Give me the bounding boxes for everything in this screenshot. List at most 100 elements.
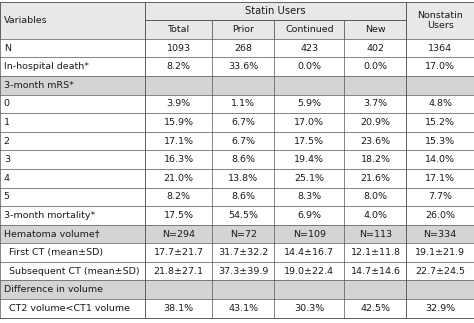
Text: 402: 402 xyxy=(366,44,384,53)
Text: Total: Total xyxy=(167,25,190,34)
Text: 5: 5 xyxy=(4,192,10,201)
Text: 15.9%: 15.9% xyxy=(164,118,193,127)
Text: 1364: 1364 xyxy=(428,44,452,53)
Text: In-hospital death*: In-hospital death* xyxy=(4,62,89,71)
Text: N: N xyxy=(4,44,11,53)
Text: 14.0%: 14.0% xyxy=(425,155,455,164)
Text: 13.8%: 13.8% xyxy=(228,174,258,183)
Text: 268: 268 xyxy=(234,44,252,53)
Text: 6.9%: 6.9% xyxy=(297,211,321,220)
Text: Variables: Variables xyxy=(4,16,47,25)
Text: 8.6%: 8.6% xyxy=(231,192,255,201)
Text: 43.1%: 43.1% xyxy=(228,304,258,313)
Bar xyxy=(145,20,212,39)
Bar xyxy=(0,206,474,225)
Text: 8.2%: 8.2% xyxy=(166,192,191,201)
Bar xyxy=(0,150,474,169)
Bar xyxy=(0,188,474,206)
Text: 6.7%: 6.7% xyxy=(231,118,255,127)
Bar xyxy=(0,2,145,39)
Text: 21.8±27.1: 21.8±27.1 xyxy=(154,267,203,276)
Text: 14.4±16.7: 14.4±16.7 xyxy=(284,248,334,257)
Text: N=109: N=109 xyxy=(293,230,326,238)
Text: Prior: Prior xyxy=(232,25,255,34)
Text: 3.7%: 3.7% xyxy=(364,99,388,109)
Text: 1.1%: 1.1% xyxy=(231,99,255,109)
Text: 8.0%: 8.0% xyxy=(364,192,387,201)
Text: Subsequent CT (mean±SD): Subsequent CT (mean±SD) xyxy=(9,267,139,276)
Text: N=72: N=72 xyxy=(230,230,257,238)
Text: 19.0±22.4: 19.0±22.4 xyxy=(284,267,334,276)
Text: 1: 1 xyxy=(4,118,10,127)
Text: Statin Users: Statin Users xyxy=(246,6,306,16)
Text: 17.0%: 17.0% xyxy=(294,118,324,127)
Text: 37.3±39.9: 37.3±39.9 xyxy=(218,267,269,276)
Text: 17.0%: 17.0% xyxy=(425,62,455,71)
Text: 4: 4 xyxy=(4,174,10,183)
Text: 30.3%: 30.3% xyxy=(294,304,325,313)
Text: 423: 423 xyxy=(301,44,319,53)
Text: 17.1%: 17.1% xyxy=(425,174,455,183)
Text: 17.1%: 17.1% xyxy=(164,137,193,146)
Text: 17.7±21.7: 17.7±21.7 xyxy=(154,248,203,257)
Bar xyxy=(0,169,474,188)
Text: 19.1±21.9: 19.1±21.9 xyxy=(415,248,465,257)
Text: 8.2%: 8.2% xyxy=(166,62,191,71)
Text: 3.9%: 3.9% xyxy=(166,99,191,109)
Text: 0.0%: 0.0% xyxy=(364,62,387,71)
Text: 5.9%: 5.9% xyxy=(297,99,321,109)
Bar xyxy=(345,20,406,39)
Text: 26.0%: 26.0% xyxy=(425,211,455,220)
Bar xyxy=(0,299,474,318)
Text: CT2 volume<CT1 volume: CT2 volume<CT1 volume xyxy=(9,304,129,313)
Text: 3-month mRS*: 3-month mRS* xyxy=(4,81,73,90)
Text: 16.3%: 16.3% xyxy=(164,155,194,164)
Bar xyxy=(0,132,474,150)
Text: Hematoma volume†: Hematoma volume† xyxy=(4,230,100,238)
Text: 54.5%: 54.5% xyxy=(228,211,258,220)
Text: 0.0%: 0.0% xyxy=(297,62,321,71)
Text: N=334: N=334 xyxy=(424,230,457,238)
Text: 12.1±11.8: 12.1±11.8 xyxy=(350,248,401,257)
Text: 25.1%: 25.1% xyxy=(294,174,324,183)
Text: 15.2%: 15.2% xyxy=(425,118,455,127)
Text: 4.8%: 4.8% xyxy=(428,99,452,109)
Text: 23.6%: 23.6% xyxy=(360,137,391,146)
Text: 38.1%: 38.1% xyxy=(164,304,194,313)
Text: 22.7±24.5: 22.7±24.5 xyxy=(415,267,465,276)
Text: 8.6%: 8.6% xyxy=(231,155,255,164)
Text: Difference in volume: Difference in volume xyxy=(4,285,103,294)
Text: 21.0%: 21.0% xyxy=(164,174,193,183)
Text: 20.9%: 20.9% xyxy=(360,118,391,127)
Text: Continued: Continued xyxy=(285,25,334,34)
Bar xyxy=(406,2,474,39)
Text: First CT (mean±SD): First CT (mean±SD) xyxy=(9,248,103,257)
Text: 3-month mortality*: 3-month mortality* xyxy=(4,211,95,220)
Text: 33.6%: 33.6% xyxy=(228,62,258,71)
Text: 4.0%: 4.0% xyxy=(364,211,387,220)
Bar xyxy=(0,76,474,95)
Bar xyxy=(145,2,406,20)
Bar xyxy=(0,113,474,132)
Text: 17.5%: 17.5% xyxy=(294,137,324,146)
Text: 15.3%: 15.3% xyxy=(425,137,456,146)
Text: 21.6%: 21.6% xyxy=(360,174,391,183)
Bar xyxy=(0,280,474,299)
Text: N=113: N=113 xyxy=(359,230,392,238)
Text: 32.9%: 32.9% xyxy=(425,304,456,313)
Text: 42.5%: 42.5% xyxy=(360,304,391,313)
Bar xyxy=(212,20,274,39)
Bar xyxy=(0,243,474,262)
Text: 3: 3 xyxy=(4,155,10,164)
Text: New: New xyxy=(365,25,386,34)
Bar xyxy=(274,20,345,39)
Text: 18.2%: 18.2% xyxy=(360,155,391,164)
Text: 31.7±32.2: 31.7±32.2 xyxy=(218,248,268,257)
Text: 2: 2 xyxy=(4,137,10,146)
Text: N=294: N=294 xyxy=(162,230,195,238)
Text: 0: 0 xyxy=(4,99,10,109)
Bar xyxy=(0,39,474,57)
Text: 19.4%: 19.4% xyxy=(294,155,324,164)
Text: Nonstatin
Users: Nonstatin Users xyxy=(417,11,463,30)
Text: 1093: 1093 xyxy=(166,44,191,53)
